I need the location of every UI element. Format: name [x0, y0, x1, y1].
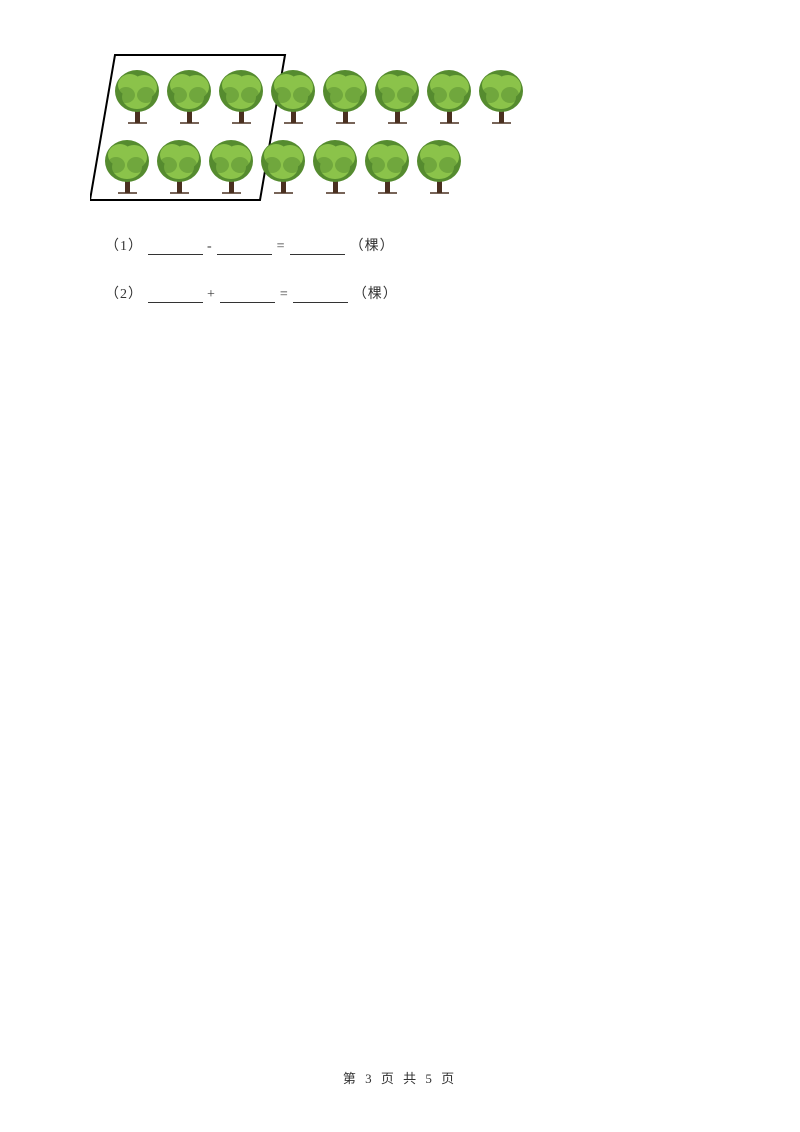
tree-icon — [474, 65, 529, 125]
tree-icon — [318, 65, 373, 125]
tree-row-bottom — [100, 135, 464, 195]
question-number: （2） — [105, 287, 143, 302]
unit-label: （棵） — [353, 287, 398, 302]
tree-icon — [100, 135, 155, 195]
tree-icon — [204, 135, 259, 195]
tree-icon — [308, 135, 363, 195]
tree-icon — [266, 65, 321, 125]
tree-icon — [214, 65, 269, 125]
page-footer: 第 3 页 共 5 页 — [0, 1068, 800, 1087]
blank-field[interactable] — [148, 241, 203, 255]
blank-field[interactable] — [148, 289, 203, 303]
operator-plus: + — [207, 287, 216, 302]
equals-sign: = — [280, 287, 289, 302]
tree-row-top — [110, 65, 526, 125]
equals-sign: = — [277, 239, 286, 254]
blank-field[interactable] — [220, 289, 275, 303]
tree-icon — [256, 135, 311, 195]
questions-block: （1） - = （棵） （2） + = （棵） — [90, 235, 710, 303]
page-number: 第 3 页 共 5 页 — [343, 1071, 457, 1086]
tree-icon — [422, 65, 477, 125]
blank-field[interactable] — [217, 241, 272, 255]
question-number: （1） — [105, 239, 143, 254]
unit-label: （棵） — [350, 239, 395, 254]
tree-icon — [360, 135, 415, 195]
tree-diagram — [90, 50, 550, 205]
question-2: （2） + = （棵） — [105, 283, 710, 303]
tree-icon — [152, 135, 207, 195]
page-content: （1） - = （棵） （2） + = （棵） — [0, 0, 800, 303]
tree-icon — [412, 135, 467, 195]
tree-icon — [162, 65, 217, 125]
blank-field[interactable] — [290, 241, 345, 255]
tree-icon — [110, 65, 165, 125]
tree-icon — [370, 65, 425, 125]
question-1: （1） - = （棵） — [105, 235, 710, 255]
operator-minus: - — [207, 239, 213, 254]
blank-field[interactable] — [293, 289, 348, 303]
